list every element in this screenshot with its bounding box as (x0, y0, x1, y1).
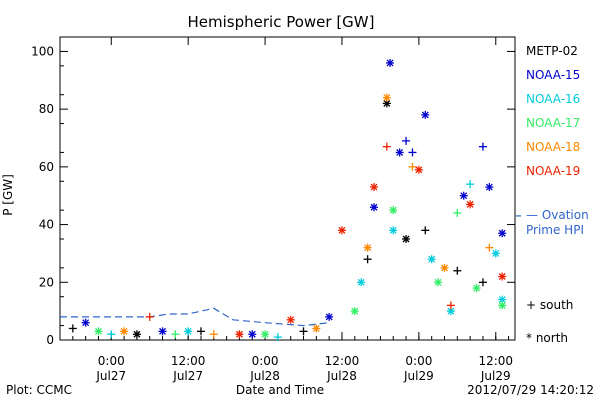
point-noaa-19 (235, 330, 244, 339)
y-tick-label: 0 (46, 333, 54, 347)
point-noaa-18 (440, 263, 449, 272)
point-noaa-17 (453, 209, 462, 218)
x-tick-date: Jul28 (249, 369, 280, 383)
point-metp-02 (363, 255, 372, 264)
point-noaa-15 (386, 58, 395, 67)
x-tick-time: 12:00 (171, 354, 206, 368)
point-noaa-16 (466, 180, 475, 189)
point-noaa-17 (94, 327, 103, 336)
point-noaa-15 (478, 142, 487, 151)
marker-legend-north: * north (526, 331, 569, 345)
point-noaa-15 (485, 183, 494, 192)
legend-item-noaa-15: NOAA-15 (526, 68, 581, 82)
x-tick-date: Jul27 (95, 369, 126, 383)
point-noaa-15 (248, 330, 257, 339)
point-metp-02 (68, 324, 77, 333)
point-noaa-18 (408, 162, 417, 171)
point-noaa-15 (459, 191, 468, 200)
x-tick-time: 0:00 (252, 354, 279, 368)
point-metp-02 (421, 226, 430, 235)
x-axis-label: Date and Time (236, 383, 324, 397)
point-metp-02 (478, 278, 487, 287)
y-tick-label: 20 (39, 275, 54, 289)
point-noaa-15 (408, 148, 417, 157)
y-tick-label: 40 (39, 218, 54, 232)
y-axis-ticks: 0 20 40 60 80 100 (31, 44, 515, 347)
legend-item-noaa-16: NOAA-16 (526, 92, 581, 106)
point-noaa-15 (421, 110, 430, 119)
y-tick-label: 100 (31, 44, 54, 58)
point-noaa-15 (395, 148, 404, 157)
point-noaa-19 (446, 301, 455, 310)
point-noaa-17 (350, 307, 359, 316)
point-noaa-18 (363, 243, 372, 252)
point-noaa-16 (184, 327, 193, 336)
legend-item-noaa-18: NOAA-18 (526, 140, 581, 154)
point-metp-02 (196, 327, 205, 336)
legend-item-noaa-17: NOAA-17 (526, 116, 581, 130)
point-noaa-16 (273, 333, 282, 342)
point-noaa-17 (472, 284, 481, 293)
data-points-layer (68, 58, 507, 342)
y-axis-label: P [GW] (1, 174, 15, 216)
point-noaa-15 (158, 327, 167, 336)
point-noaa-17 (434, 278, 443, 287)
marker-legend-south: + south (526, 298, 574, 312)
legend-item-metp-02: METP-02 (526, 44, 578, 58)
legend-item-noaa-19: NOAA-19 (526, 164, 581, 178)
plot-credit: Plot: CCMC (6, 383, 72, 397)
ovation-hpi-line (60, 307, 330, 327)
point-noaa-19 (414, 165, 423, 174)
point-metp-02 (402, 235, 411, 243)
point-noaa-15 (81, 318, 90, 327)
ovation-legend-line1: — Ovation (526, 208, 589, 222)
point-metp-02 (132, 330, 141, 339)
x-tick-date: Jul28 (326, 369, 357, 383)
point-noaa-15 (402, 136, 411, 145)
x-tick-time: 0:00 (98, 354, 125, 368)
point-noaa-15 (498, 229, 507, 238)
point-noaa-16 (427, 255, 436, 264)
point-noaa-18 (120, 327, 129, 336)
x-tick-time: 0:00 (405, 354, 432, 368)
point-noaa-19 (382, 142, 391, 151)
plot-timestamp: 2012/07/29 14:20:12 (467, 383, 594, 397)
chart-title: Hemispheric Power [GW] (188, 13, 375, 31)
point-noaa-18 (382, 93, 391, 102)
point-noaa-18 (485, 243, 494, 252)
x-tick-date: Jul29 (403, 369, 434, 383)
point-noaa-16 (357, 278, 366, 287)
point-metp-02 (299, 327, 308, 336)
x-tick-time: 12:00 (325, 354, 360, 368)
y-tick-label: 60 (39, 160, 54, 174)
point-noaa-19 (337, 226, 346, 235)
x-tick-time: 12:00 (478, 354, 513, 368)
point-noaa-16 (491, 249, 500, 258)
point-noaa-17 (261, 330, 270, 339)
ovation-legend: — Ovation Prime HPI (526, 208, 589, 238)
point-metp-02 (453, 266, 462, 275)
ovation-legend-line2: Prime HPI (526, 223, 584, 237)
point-noaa-17 (498, 301, 507, 310)
ovation-line-layer (60, 215, 521, 327)
point-noaa-15 (370, 203, 379, 212)
x-tick-date: Jul29 (480, 369, 511, 383)
point-noaa-18 (312, 324, 321, 333)
point-noaa-16 (389, 226, 398, 235)
point-noaa-17 (389, 206, 398, 215)
series-legend: METP-02 NOAA-15 NOAA-16 NOAA-17 NOAA-18 … (526, 44, 580, 188)
point-noaa-19 (370, 183, 379, 192)
point-noaa-19 (498, 272, 507, 281)
point-noaa-19 (286, 315, 295, 324)
point-noaa-19 (145, 312, 154, 321)
point-noaa-17 (171, 330, 180, 339)
point-noaa-18 (209, 330, 218, 339)
plot-frame (59, 36, 516, 341)
y-tick-label: 80 (39, 102, 54, 116)
point-noaa-15 (325, 312, 334, 321)
point-noaa-16 (107, 330, 116, 339)
point-noaa-19 (466, 200, 475, 209)
x-tick-date: Jul27 (172, 369, 203, 383)
